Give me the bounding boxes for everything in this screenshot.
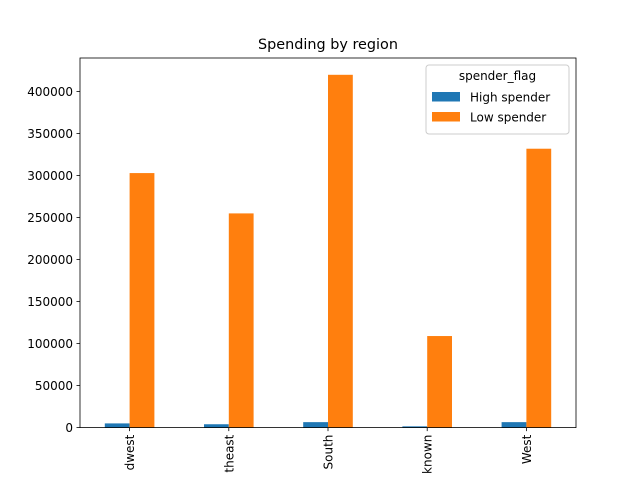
y-tick-label: 250000 [27, 211, 73, 225]
y-tick-label: 100000 [27, 337, 73, 351]
legend-label-high-spender: High spender [470, 91, 550, 105]
y-tick-label: 350000 [27, 127, 73, 141]
bar-low-spender-south [328, 74, 353, 428]
y-tick-label: 400000 [27, 85, 73, 99]
x-tick-label-northeast: theast [222, 434, 236, 472]
y-axis: 0 50000 100000 150000 200000 250000 300000 3500… [27, 85, 80, 435]
bar-high-spender-midwest [104, 423, 130, 428]
y-tick-label: 150000 [27, 295, 73, 309]
bar-high-spender-northeast [204, 424, 229, 428]
legend: spender_flag High spender Low spender [425, 64, 570, 135]
legend-entries: High spender Low spender [432, 91, 550, 125]
legend-box [425, 64, 570, 135]
bars-group [104, 74, 552, 428]
y-tick-label: 50000 [35, 379, 73, 393]
y-tick-label: 300000 [27, 169, 73, 183]
legend-title: spender_flag [459, 69, 536, 83]
x-tick-label-south: South [322, 435, 336, 470]
bar-low-spender-west [526, 148, 552, 428]
bar-low-spender-unknown [427, 336, 452, 428]
bar-high-spender-unknown [402, 426, 428, 428]
x-tick-label-midwest: dwest [123, 434, 137, 470]
x-axis: dwest theast South known West [123, 427, 534, 474]
legend-swatch-high-spender [432, 92, 460, 102]
bar-high-spender-south [303, 422, 328, 428]
x-tick-label-west: West [520, 434, 534, 464]
legend-swatch-low-spender [432, 112, 460, 122]
y-tick-label: 200000 [27, 253, 73, 267]
chart-title: Spending by region [258, 37, 398, 53]
y-tick-label: 0 [65, 421, 73, 435]
bar-low-spender-northeast [228, 213, 254, 428]
plot-frame [79, 57, 577, 429]
legend-label-low-spender: Low spender [470, 111, 546, 125]
x-tick-label-unknown: known [421, 435, 435, 474]
bar-high-spender-west [501, 422, 527, 428]
bar-low-spender-midwest [129, 173, 155, 428]
